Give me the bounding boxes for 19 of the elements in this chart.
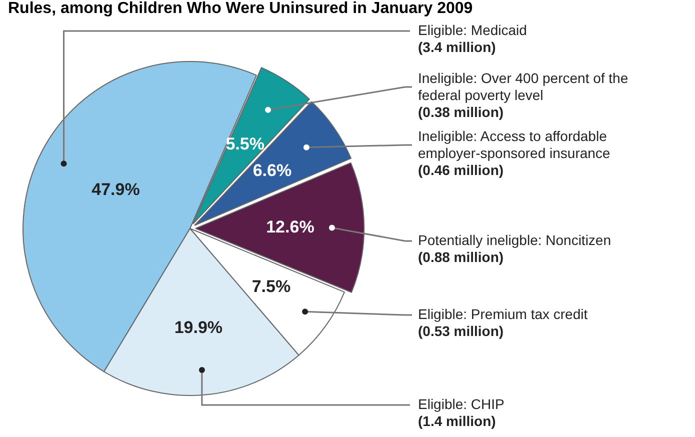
data-label: 5.5%: [226, 134, 264, 154]
text: (3.4 million): [418, 39, 496, 55]
data-label: 47.9%: [92, 180, 140, 199]
text: (1.4 million): [418, 413, 496, 429]
chart-title: Rules, among Children Who Were Uninsured in January 2009: [8, 0, 473, 18]
text: (0.38 million): [418, 104, 504, 120]
slice-label: Potentially ineligble: Noncitizen: [418, 232, 611, 248]
slice-label: Ineligible: Access to affordable employer-sponsored insurance: [418, 128, 610, 161]
data-label: 12.6%: [266, 218, 314, 237]
data-label: 19.9%: [174, 318, 223, 338]
text: (0.53 million): [418, 323, 504, 339]
text: (0.88 million): [418, 249, 504, 265]
text: (0.46 million): [418, 162, 504, 178]
slice-label: Eligible: Premium tax credit: [418, 306, 588, 322]
slice-label: Eligible: CHIP: [418, 396, 504, 412]
slice-label: Eligible: Medicaid: [418, 22, 527, 38]
data-label: 6.6%: [252, 160, 292, 180]
slice-label: Ineligible: Over 400 percent of the federal poverty level: [418, 70, 628, 103]
data-label: 7.5%: [252, 276, 291, 296]
